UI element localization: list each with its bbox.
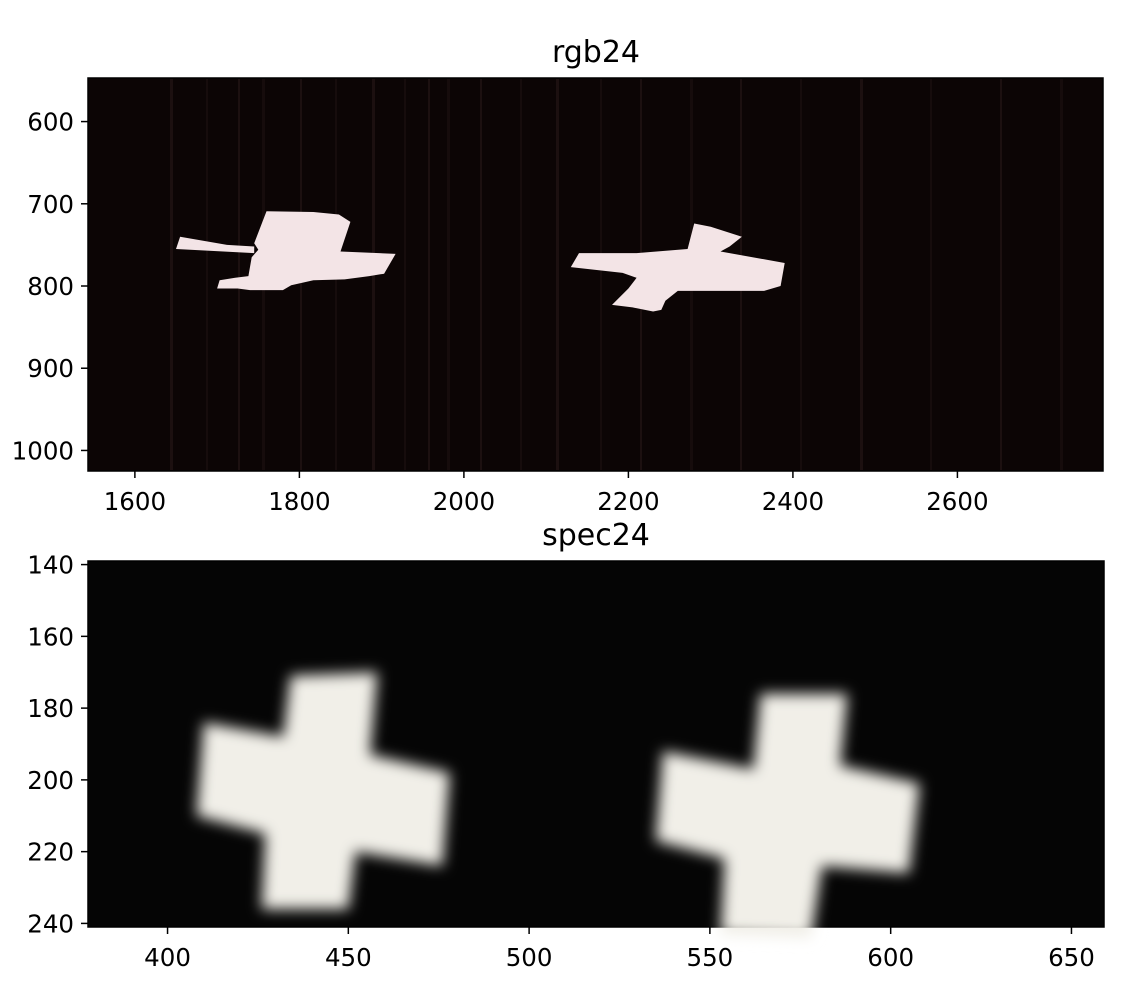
- image-shapes: [196, 672, 920, 938]
- y-tick-label: 180: [27, 694, 74, 723]
- y-tick-label: 700: [27, 190, 74, 219]
- cross-right: [655, 693, 920, 938]
- y-axis: 140 160 180 200 220 240: [27, 551, 88, 938]
- cross-right: [570, 223, 785, 312]
- subplot-spec24: spec24 400 450 500 550 600 650 140 160 180 200 22…: [27, 518, 1105, 972]
- y-tick-label: 900: [27, 354, 74, 383]
- y-tick-label: 140: [27, 551, 74, 580]
- x-tick-label: 500: [506, 943, 553, 972]
- y-axis: 600 700 800 900 1000: [12, 108, 88, 465]
- y-tick-label: 800: [27, 272, 74, 301]
- y-tick-label: 600: [27, 108, 74, 137]
- x-tick-label: 2600: [926, 487, 988, 516]
- y-tick-label: 240: [27, 909, 74, 938]
- x-tick-label: 450: [325, 943, 372, 972]
- x-tick-label: 550: [687, 943, 734, 972]
- x-tick-label: 1800: [268, 487, 330, 516]
- cross-left: [217, 211, 396, 291]
- y-tick-label: 220: [27, 838, 74, 867]
- x-tick-label: 650: [1048, 943, 1095, 972]
- cross-left: [196, 672, 450, 910]
- x-axis: 400 450 500 550 600 650: [144, 927, 1095, 972]
- y-tick-label: 160: [27, 622, 74, 651]
- x-tick-label: 2200: [597, 487, 659, 516]
- x-tick-label: 600: [867, 943, 914, 972]
- image-shapes: [176, 211, 785, 312]
- image-area: [87, 77, 1104, 472]
- x-tick-label: 400: [144, 943, 191, 972]
- x-axis: 1600 1800 2000 2200 2400 2600: [104, 471, 989, 516]
- y-tick-label: 1000: [12, 436, 74, 465]
- x-tick-label: 1600: [104, 487, 166, 516]
- subplot-rgb24: rgb24 1600 1800 2000 2200 2400 2600 600 700 800…: [12, 35, 1104, 516]
- subplot-title: rgb24: [552, 35, 640, 70]
- x-tick-label: 2000: [433, 487, 495, 516]
- y-tick-label: 200: [27, 766, 74, 795]
- x-tick-label: 2400: [762, 487, 824, 516]
- cross-left-fragment: [176, 236, 255, 254]
- subplot-title: spec24: [542, 518, 650, 553]
